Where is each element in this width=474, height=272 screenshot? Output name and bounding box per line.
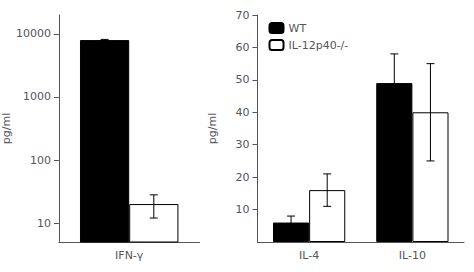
- svg-text:10000: 10000: [16, 27, 51, 40]
- svg-text:40: 40: [236, 106, 250, 119]
- svg-text:IL-10: IL-10: [399, 249, 426, 262]
- svg-text:100: 100: [30, 154, 51, 167]
- svg-text:60: 60: [236, 41, 250, 54]
- svg-text:1000: 1000: [23, 90, 51, 103]
- svg-text:70: 70: [236, 9, 250, 22]
- svg-text:pg/ml: pg/ml: [0, 113, 13, 144]
- svg-text:IFN-γ: IFN-γ: [115, 249, 144, 262]
- svg-text:10: 10: [236, 203, 250, 216]
- svg-text:20: 20: [236, 171, 250, 184]
- svg-text:IL-12p40-/-: IL-12p40-/-: [289, 39, 349, 52]
- svg-text:30: 30: [236, 138, 250, 151]
- svg-text:IL-4: IL-4: [299, 249, 319, 262]
- svg-text:50: 50: [236, 73, 250, 86]
- svg-text:WT: WT: [289, 22, 307, 35]
- svg-text:pg/ml: pg/ml: [206, 113, 219, 144]
- svg-text:10: 10: [37, 217, 51, 230]
